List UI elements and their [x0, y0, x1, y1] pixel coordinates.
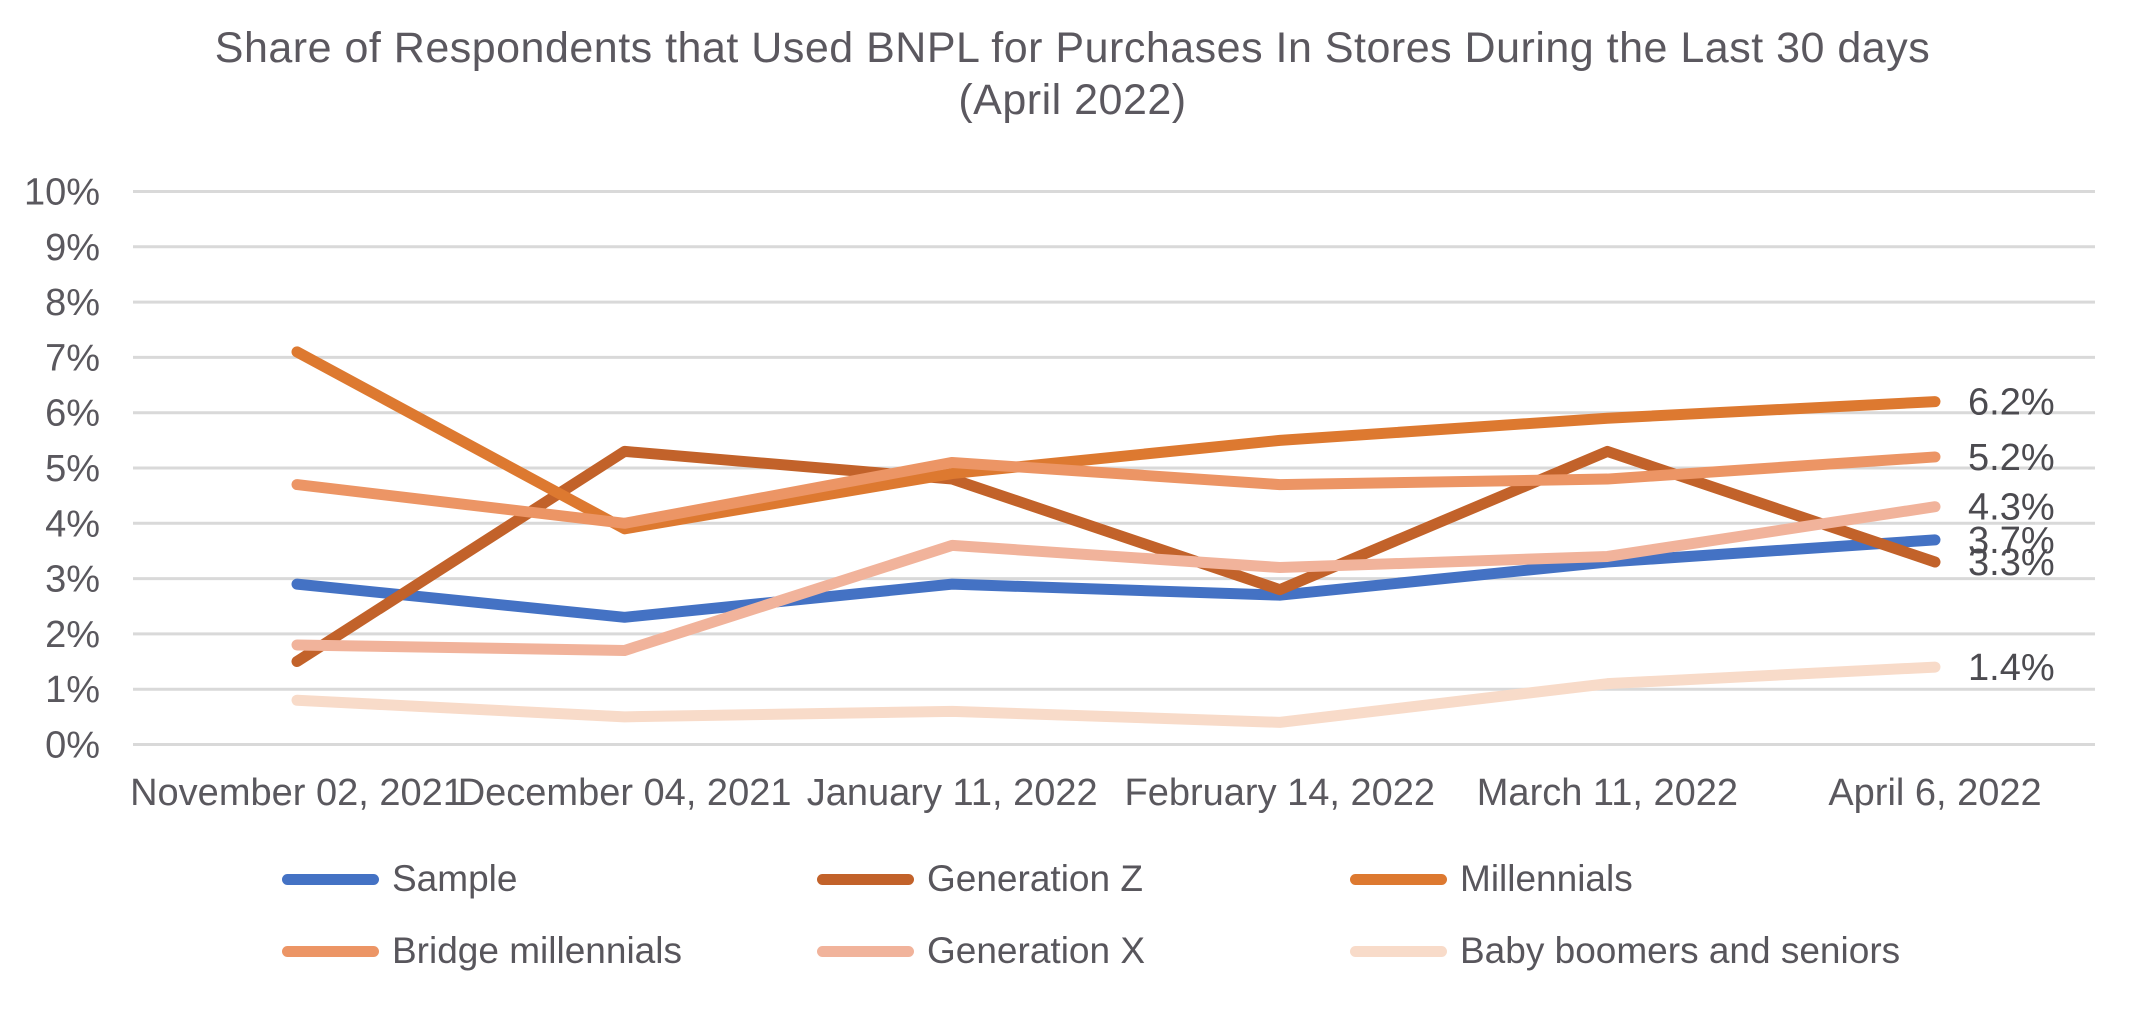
series-line-baby-boomers-and-seniors — [291, 661, 1941, 728]
x-axis-tick-label: February 14, 2022 — [1125, 772, 1436, 814]
x-axis-tick-label: April 6, 2022 — [1828, 772, 2041, 814]
series-end-label: 3.3% — [1968, 542, 2055, 584]
y-axis-tick-label: 1% — [45, 669, 100, 711]
x-axis-tick-label: March 11, 2022 — [1477, 772, 1738, 814]
x-axis-tick-label: November 02, 2021 — [130, 772, 464, 814]
x-axis-tick-label: December 04, 2021 — [458, 772, 792, 814]
y-axis-tick-label: 6% — [45, 393, 100, 435]
chart-title-line2: (April 2022) — [958, 76, 1187, 124]
y-axis-tick-label: 4% — [45, 503, 100, 545]
series-end-label: 4.3% — [1968, 487, 2055, 529]
y-axis-tick-label: 2% — [45, 614, 100, 656]
series-line-generation-x — [291, 501, 1941, 656]
chart-title-line1: Share of Respondents that Used BNPL for … — [214, 24, 1931, 72]
series-line-generation-z — [291, 445, 1941, 668]
series-end-label: 5.2% — [1968, 437, 2055, 479]
series-line-millennials — [291, 346, 1941, 535]
y-axis-tick-label: 7% — [45, 337, 100, 379]
series-end-label: 1.4% — [1968, 647, 2055, 689]
series-line-sample — [291, 534, 1941, 623]
series-end-label: 6.2% — [1968, 382, 2055, 424]
y-axis-tick-label: 0% — [45, 725, 100, 767]
y-axis-tick-label: 5% — [45, 448, 100, 490]
chart-title: Share of Respondents that Used BNPL for … — [0, 22, 2145, 126]
series-end-label: 3.7% — [1968, 520, 2055, 562]
y-axis-tick-label: 10% — [24, 172, 100, 214]
y-axis-tick-label: 3% — [45, 559, 100, 601]
x-axis-tick-label: January 11, 2022 — [807, 772, 1098, 814]
y-axis-tick-label: 8% — [45, 282, 100, 324]
y-axis-tick-label: 9% — [45, 227, 100, 269]
series-line-bridge-millennials — [291, 451, 1941, 529]
